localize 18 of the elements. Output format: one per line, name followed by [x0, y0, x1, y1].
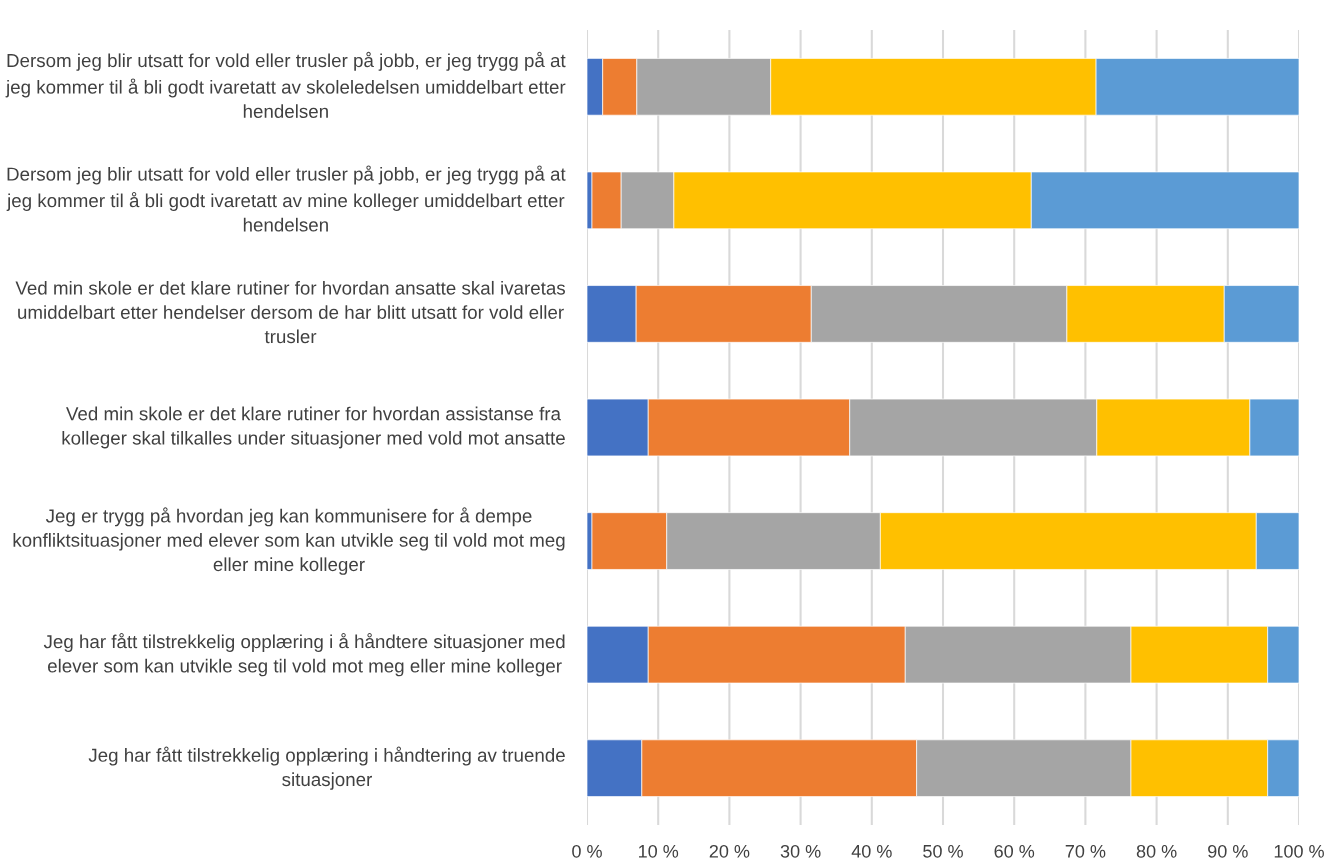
y-tick-label: Dersom jeg blir utsatt for vold eller trusler på jobb, er jeg trygg på at jeg kommer til å bli godt ivaretatt av mine kolleger umiddelbart etter hendelsen [6, 165, 566, 232]
x-tick-label: 50 % [923, 844, 963, 858]
x-tick-label: 40 % [851, 844, 892, 858]
y-tick-label: Dersom jeg blir utsatt for vold eller trusler på jobb, er jeg trygg på at jeg kommer til å bli godt ivaretatt av skoleledelsen umiddelbart etter hendelsen [5, 51, 566, 118]
y-tick-label: Ved min skole er det klare rutiner for hvordan ansatte skal ivaretas umiddelbart etter hendelser dersom de har blitt utsatt for vold eller trusler [15, 280, 565, 344]
x-tick-label: 70 % [1065, 844, 1106, 858]
y-tick-label: Jeg har fått tilstrekkelig opplæring i å håndtere situasjoner med elever som kan utvikle seg til vold mot meg eller mine kolleger [43, 633, 565, 677]
y-tick-label: Ved min skole er det klare rutiner for hvordan assistanse fra kolleger skal tilkalles under situasjoner med vold mot ansatte [62, 406, 565, 449]
x-tick-label: 20 % [709, 844, 750, 858]
x-tick-label: 90 % [1208, 844, 1248, 858]
x-tick-label: 30 % [780, 844, 821, 858]
x-tick-label: 60 % [994, 844, 1035, 858]
x-tick-label: 80 % [1136, 844, 1177, 858]
y-tick-label: Jeg er trygg på hvordan jeg kan kommunisere for å dempe konfliktsituasjoner med elever som kan utvikle seg til vold mot meg eller mine kolleger [13, 507, 565, 575]
x-tick-label: 0 % [572, 844, 602, 858]
y-tick-label: Jeg har fått tilstrekkelig opplæring i håndtering av truende situasjoner [88, 746, 565, 790]
x-tick-label: 100 % [1274, 844, 1324, 858]
x-tick-label: 10 % [639, 844, 679, 858]
